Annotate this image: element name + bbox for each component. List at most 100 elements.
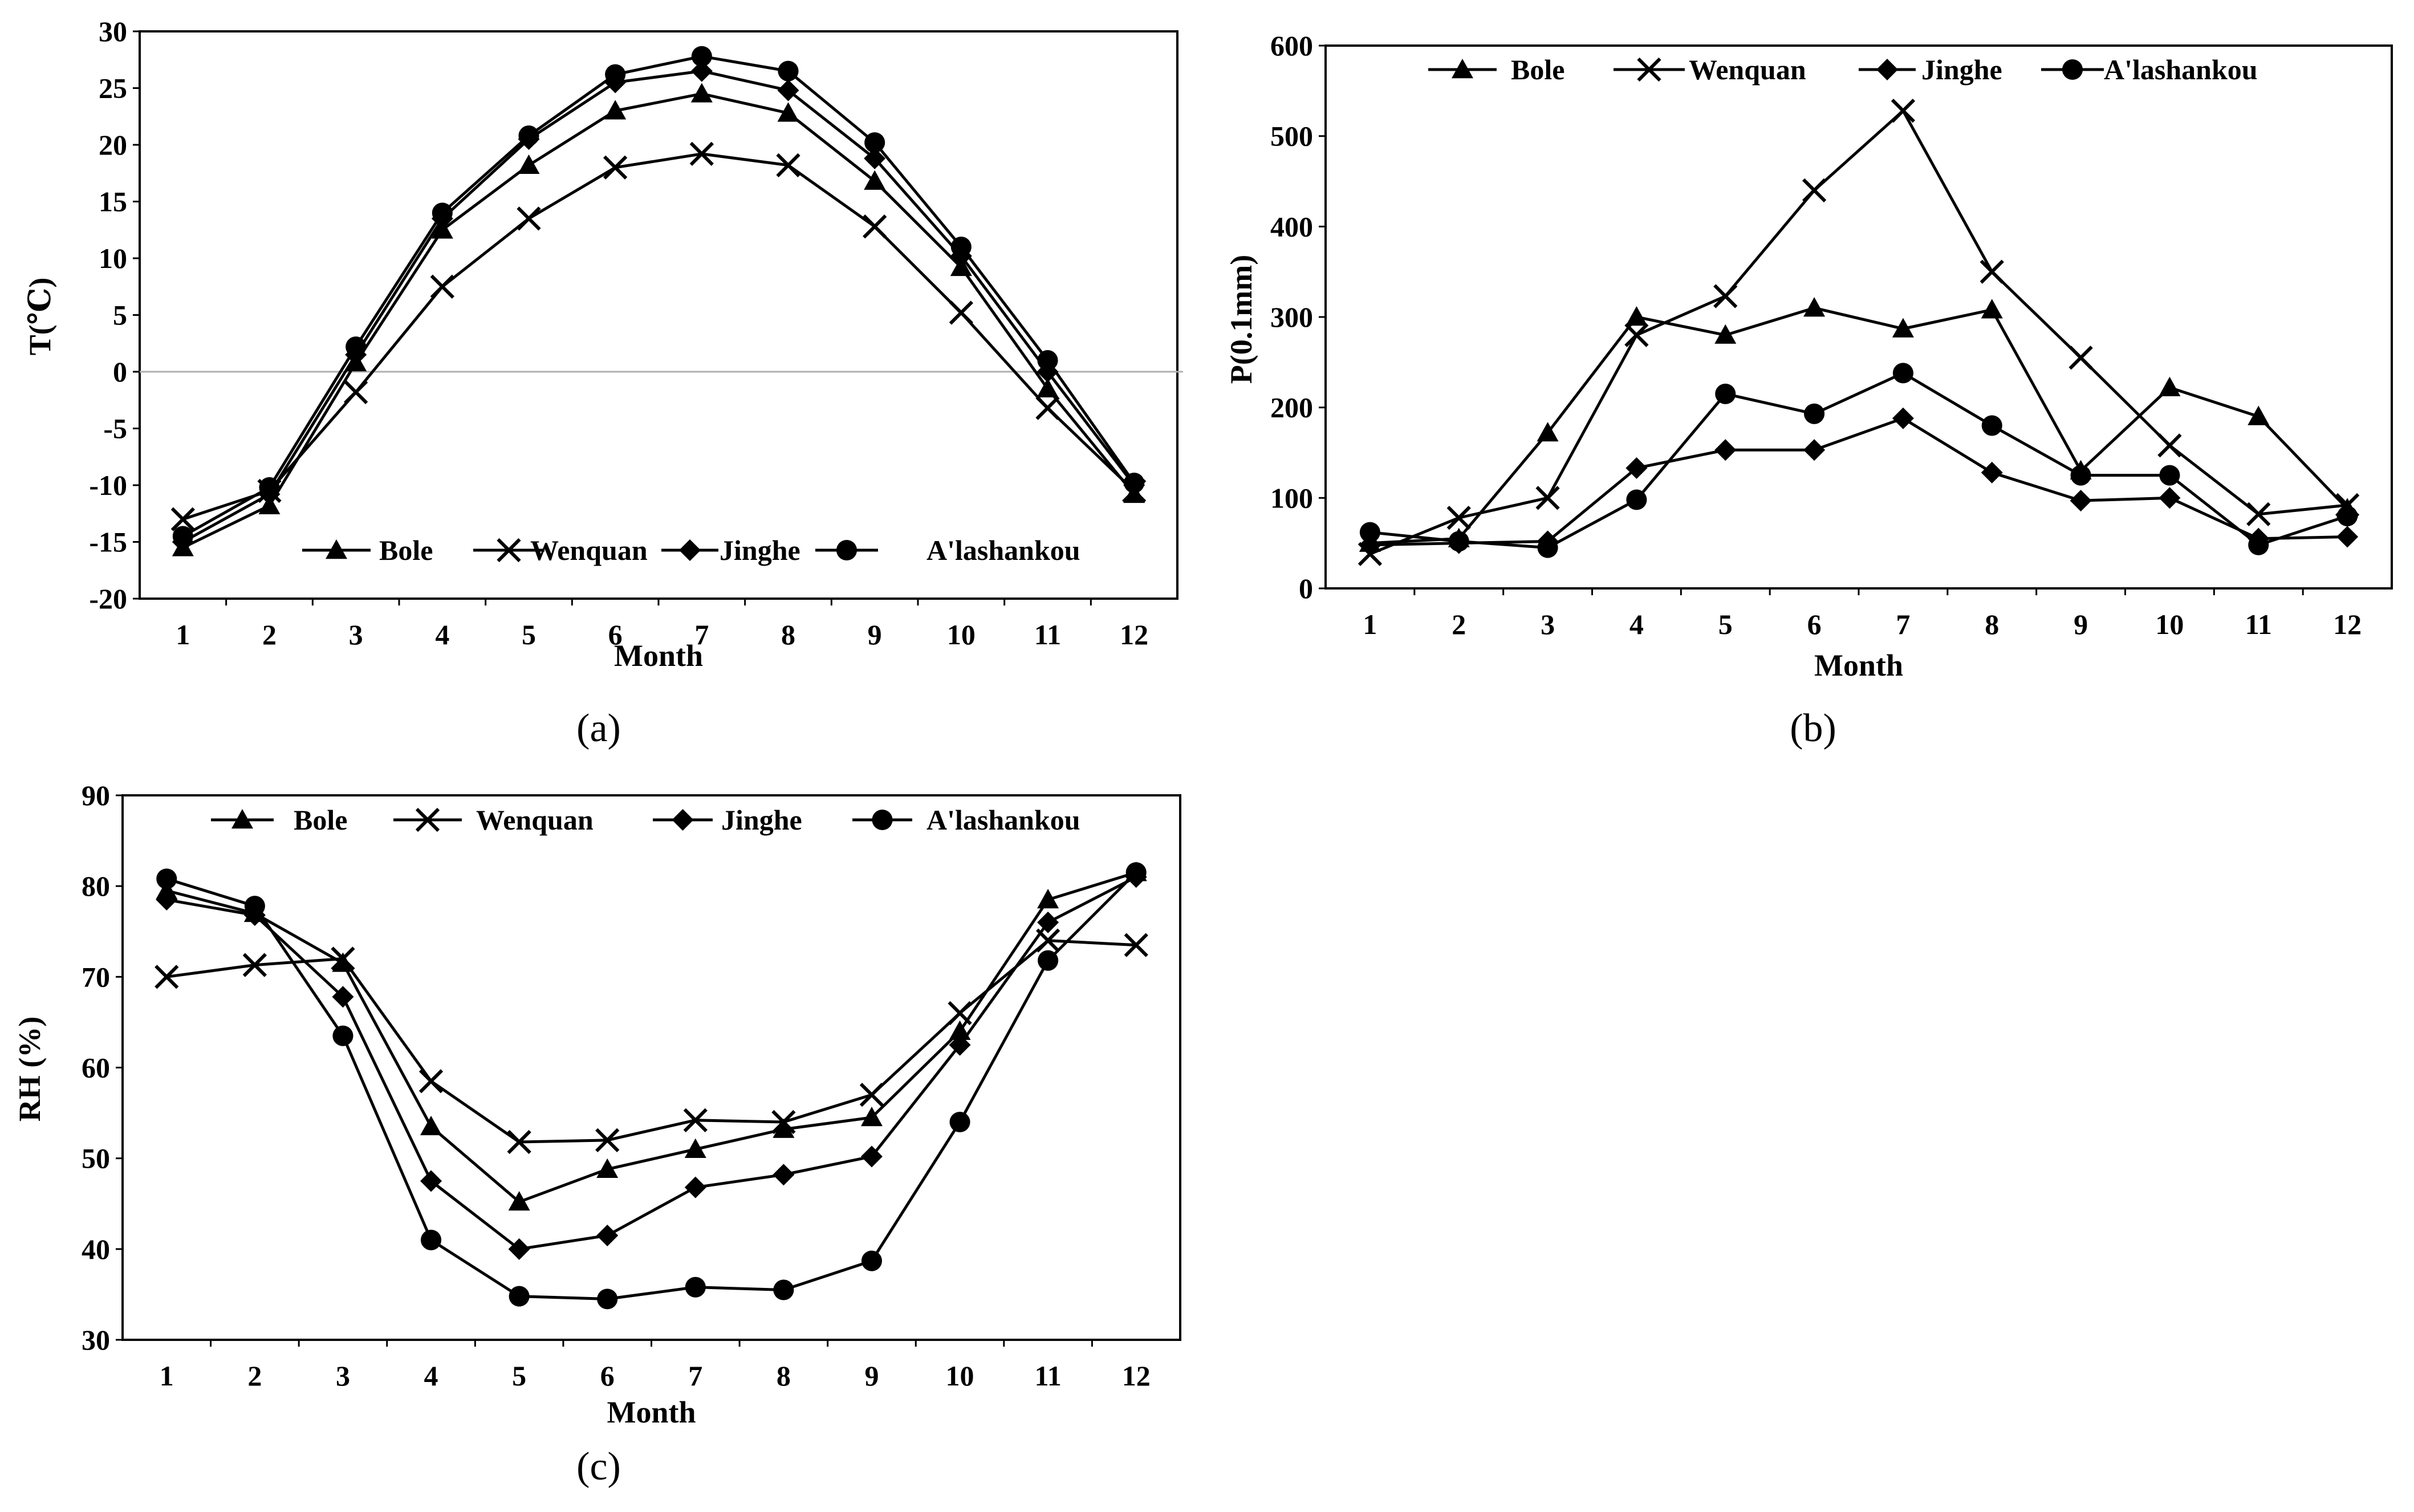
y-tick-label: 70 [82, 961, 110, 993]
data-point [949, 1034, 971, 1056]
x-marker-stroke [242, 953, 267, 977]
data-point [1035, 396, 1060, 420]
data-point [684, 1176, 706, 1198]
y-tick-label: 10 [99, 242, 127, 274]
series-wenquan [155, 928, 1148, 1155]
data-point [509, 1286, 530, 1307]
data-point [595, 1128, 620, 1152]
x-tick-label: 9 [2074, 608, 2088, 640]
plot-frame [121, 794, 1181, 1341]
legend-item: Wenquan [1614, 54, 1806, 86]
x-tick-label: 6 [600, 1360, 615, 1392]
data-point [420, 1229, 442, 1250]
legend-marker [1452, 59, 1473, 79]
x-tick-label: 4 [1629, 608, 1644, 640]
data-point [2159, 376, 2181, 396]
legend-label: Bole [379, 534, 433, 566]
x-tick-label: 12 [2333, 608, 2362, 640]
x-tick-label: 10 [946, 1360, 974, 1392]
data-point [508, 1191, 530, 1211]
data-point [2159, 465, 2180, 486]
legend-marker [672, 809, 694, 831]
legend-marker [2062, 59, 2083, 80]
y-tick-label: 30 [82, 1324, 110, 1356]
data-point [507, 1129, 531, 1155]
data-point [771, 1109, 796, 1135]
data-point [1892, 407, 1914, 429]
legend-label: Jinghe [721, 804, 802, 836]
data-point [1359, 522, 1380, 543]
series-jinghe [172, 60, 1145, 553]
x-tick-label: 4 [424, 1360, 438, 1392]
data-point [518, 125, 539, 147]
x-marker-stroke [1124, 933, 1148, 957]
legend-marker [326, 539, 347, 559]
x-tick-label: 5 [512, 1360, 526, 1392]
x-marker-stroke [170, 507, 195, 531]
data-point [2068, 346, 2093, 370]
data-point [332, 986, 354, 1008]
legend-marker [1637, 57, 1661, 82]
y-tick-label: 200 [1270, 392, 1313, 424]
series-line [182, 92, 1136, 549]
y-tick-label: 5 [113, 299, 127, 331]
series-jinghe [156, 866, 1147, 1260]
data-point [864, 147, 886, 169]
series-alashankou [156, 862, 1147, 1310]
data-point [684, 1138, 706, 1158]
series-alashankou [172, 46, 1145, 547]
y-tick-label: 0 [1299, 572, 1313, 604]
x-tick-label: 5 [522, 619, 536, 651]
series-line [1369, 306, 2348, 545]
data-point [344, 380, 368, 404]
data-point [689, 141, 714, 166]
x-tick-label: 3 [1541, 608, 1555, 640]
series-bole [1359, 297, 2359, 552]
y-tick-label: -5 [103, 413, 127, 445]
y-tick-label: 30 [99, 15, 127, 47]
data-point [778, 60, 799, 82]
series-wenquan [170, 141, 1147, 531]
x-marker-stroke [595, 1128, 620, 1152]
y-tick-label: 90 [82, 779, 110, 811]
y-axis-label: T(℃) [23, 278, 57, 356]
data-point [2246, 502, 2271, 527]
x-tick-label: 9 [868, 619, 882, 651]
data-point [1892, 318, 1914, 338]
legend-marker [231, 809, 253, 829]
legend-item: Jinghe [653, 804, 802, 836]
data-point [2336, 526, 2359, 548]
x-tick-label: 3 [336, 1360, 350, 1392]
x-tick-label: 8 [1985, 608, 1999, 640]
data-point [156, 868, 177, 889]
data-point [683, 1108, 708, 1132]
data-point [418, 1069, 444, 1094]
data-point [1891, 99, 1916, 123]
data-point [773, 1164, 795, 1186]
x-axis-label: Month [607, 1395, 696, 1429]
x-marker-stroke [948, 1001, 972, 1026]
data-point [2070, 465, 2091, 486]
y-tick-label: 400 [1270, 210, 1313, 242]
y-tick-label: 80 [82, 870, 110, 902]
x-marker-stroke [430, 274, 454, 299]
legend-item: Jinghe [661, 534, 800, 566]
legend-item: Wenquan [393, 804, 594, 836]
series-alashankou [1359, 363, 2358, 558]
data-point [2248, 534, 2269, 555]
data-point [1037, 377, 1059, 398]
data-point [859, 1083, 884, 1107]
data-point [346, 336, 367, 357]
y-tick-label: 25 [99, 72, 127, 104]
panel-label: (a) [576, 706, 621, 750]
y-tick-label: 40 [82, 1233, 110, 1265]
x-tick-label: 9 [864, 1360, 879, 1392]
panel-label: (b) [1790, 706, 1836, 750]
data-point [773, 1279, 794, 1300]
y-tick-label: 15 [99, 186, 127, 218]
data-point [1714, 439, 1737, 461]
data-point [430, 274, 454, 299]
legend-label: A'lashankou [2104, 54, 2258, 86]
legend-marker [1876, 59, 1898, 80]
